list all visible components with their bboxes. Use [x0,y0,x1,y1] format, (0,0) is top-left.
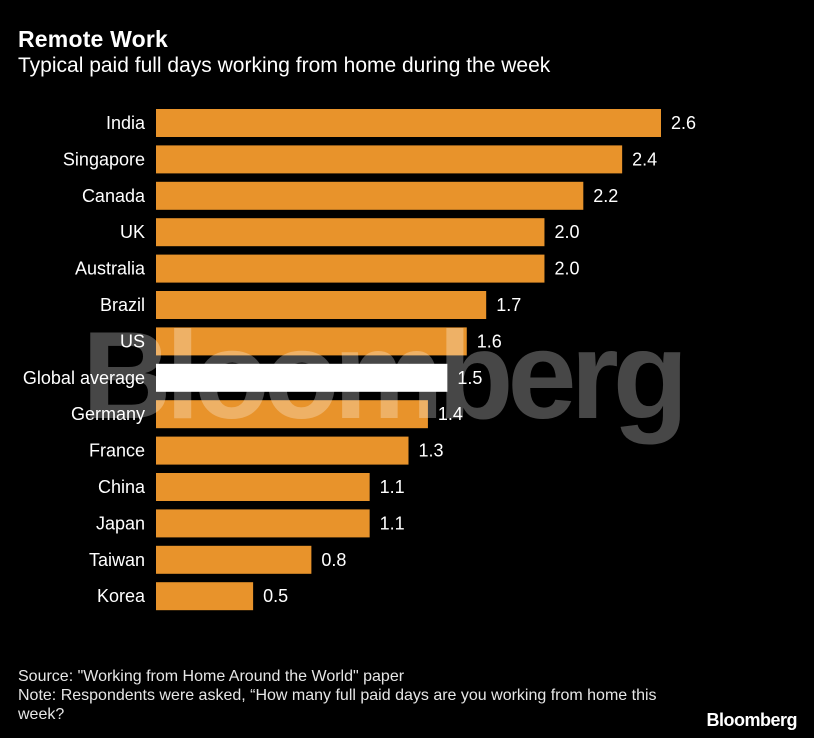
value-label-china: 1.1 [380,477,405,497]
category-label-taiwan: Taiwan [89,550,145,570]
value-label-taiwan: 0.8 [321,550,346,570]
source-note: Source: "Working from Home Around the Wo… [18,668,405,685]
value-label-japan: 1.1 [380,513,405,533]
value-label-singapore: 2.4 [632,149,657,169]
bar-germany [156,400,428,429]
chart-title: Remote Work [18,26,169,52]
bar-global-average [156,363,448,392]
value-label-india: 2.6 [671,113,696,133]
category-label-china: China [98,477,146,497]
bar-australia [156,254,545,283]
value-label-us: 1.6 [477,331,502,351]
bar-singapore [156,145,623,174]
category-label-canada: Canada [82,186,146,206]
value-label-australia: 2.0 [554,259,579,279]
bar-chart: India 2.6 Singapore 2.4 Canada 2.2 UK 2.0 Austra… [23,109,696,611]
value-label-canada: 2.2 [593,186,618,206]
bar-france [156,436,409,465]
value-label-global-average: 1.5 [457,368,482,388]
value-label-uk: 2.0 [554,222,579,242]
bloomberg-logo: Bloomberg [706,710,797,730]
bar-brazil [156,291,487,319]
survey-note: Note: Respondents were asked, “How many … [18,687,657,723]
bar-canada [156,181,584,210]
bar-korea [156,582,254,611]
value-label-france: 1.3 [419,441,444,461]
category-label-japan: Japan [96,513,145,533]
bar-china [156,473,370,501]
category-label-brazil: Brazil [100,295,145,315]
value-label-brazil: 1.7 [496,295,521,315]
bars-layer: India 2.6 Singapore 2.4 Canada 2.2 UK 2.0 Austra… [23,109,696,611]
category-label-singapore: Singapore [63,149,145,169]
bar-japan [156,509,370,538]
category-label-france: France [89,441,145,461]
bloomberg-watermark: Bloomberg [82,307,682,445]
category-label-australia: Australia [75,259,146,279]
watermark-layer: Bloomberg [82,307,688,445]
value-label-korea: 0.5 [263,586,288,606]
category-label-india: India [106,113,146,133]
bar-us [156,327,467,356]
category-label-us: US [120,331,145,351]
bar-india [156,109,661,137]
value-label-germany: 1.4 [438,404,463,424]
chart-subtitle: Typical paid full days working from home… [18,54,551,77]
category-label-germany: Germany [71,404,145,424]
category-label-global-average: Global average [23,368,145,388]
category-label-uk: UK [120,222,145,242]
bar-taiwan [156,545,312,574]
bar-uk [156,218,545,247]
category-label-korea: Korea [97,586,146,606]
